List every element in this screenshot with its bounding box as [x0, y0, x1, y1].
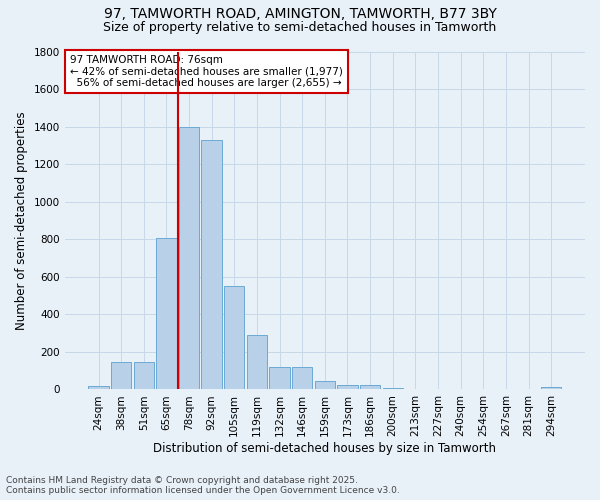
Bar — [247, 335, 267, 390]
Text: Contains HM Land Registry data © Crown copyright and database right 2025.
Contai: Contains HM Land Registry data © Crown c… — [6, 476, 400, 495]
Bar — [428, 388, 448, 390]
Bar — [314, 381, 335, 390]
Bar — [111, 362, 131, 390]
Bar — [156, 238, 176, 390]
Bar — [224, 286, 244, 390]
Text: 97 TAMWORTH ROAD: 76sqm
← 42% of semi-detached houses are smaller (1,977)
  56% : 97 TAMWORTH ROAD: 76sqm ← 42% of semi-de… — [70, 55, 343, 88]
Bar — [88, 386, 109, 390]
Bar — [202, 140, 222, 390]
Bar — [134, 362, 154, 390]
Bar — [179, 126, 199, 390]
Bar — [292, 367, 313, 390]
Text: Size of property relative to semi-detached houses in Tamworth: Size of property relative to semi-detach… — [103, 21, 497, 34]
Text: 97, TAMWORTH ROAD, AMINGTON, TAMWORTH, B77 3BY: 97, TAMWORTH ROAD, AMINGTON, TAMWORTH, B… — [104, 8, 496, 22]
Bar — [541, 386, 562, 390]
Y-axis label: Number of semi-detached properties: Number of semi-detached properties — [15, 111, 28, 330]
Bar — [337, 385, 358, 390]
X-axis label: Distribution of semi-detached houses by size in Tamworth: Distribution of semi-detached houses by … — [154, 442, 496, 455]
Bar — [269, 367, 290, 390]
Bar — [383, 388, 403, 390]
Bar — [360, 385, 380, 390]
